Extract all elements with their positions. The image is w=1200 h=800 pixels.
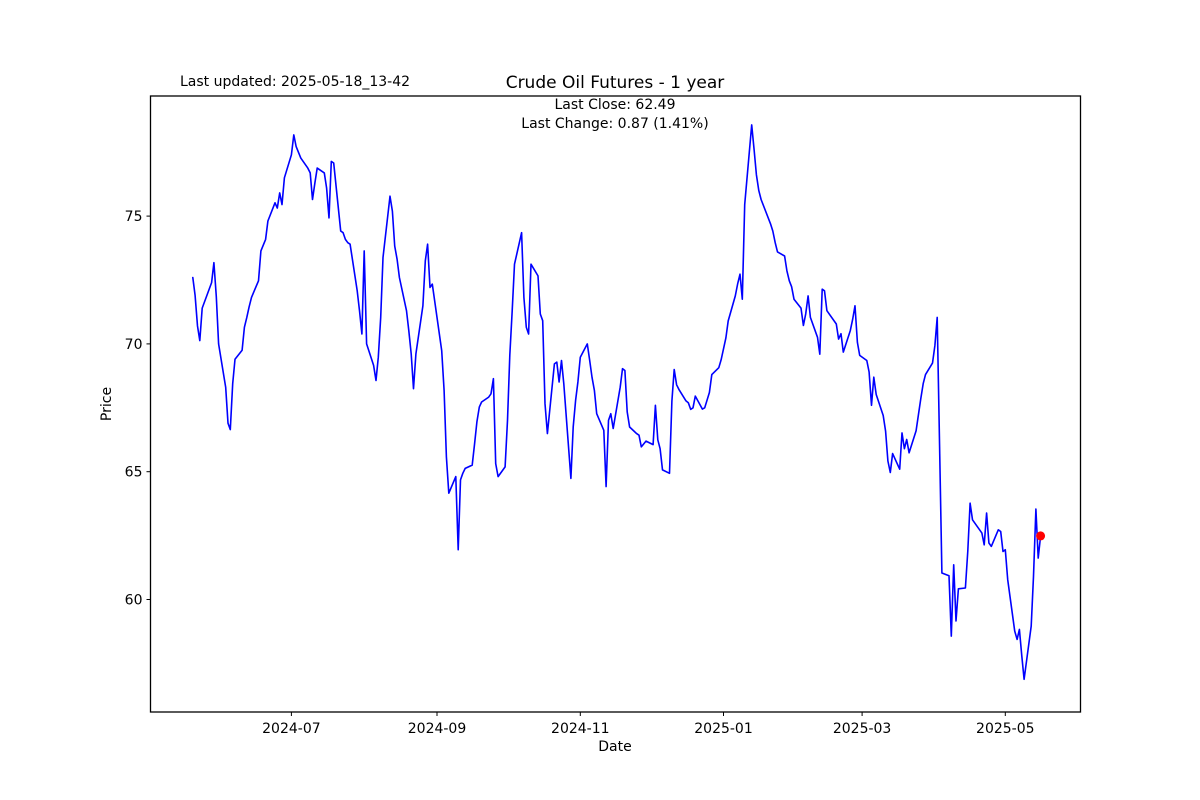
svg-text:65: 65 bbox=[125, 465, 143, 481]
svg-text:2025-03: 2025-03 bbox=[833, 721, 892, 737]
svg-text:2024-07: 2024-07 bbox=[262, 721, 321, 737]
x-axis-label: Date bbox=[598, 739, 632, 755]
svg-text:2025-05: 2025-05 bbox=[976, 721, 1035, 737]
last-price-marker bbox=[1036, 531, 1046, 541]
x-tick-labels: 2024-07 2024-09 2024-11 2025-01 2025-03 2025-… bbox=[262, 721, 1034, 737]
svg-text:2024-11: 2024-11 bbox=[551, 721, 610, 737]
y-tick-labels: 60 65 70 75 bbox=[125, 209, 143, 608]
last-change-annotation: Last Change: 0.87 (1.41%) bbox=[521, 116, 709, 132]
axis-ticks bbox=[146, 215, 1006, 716]
last-updated-label: Last updated: 2025-05-18_13-42 bbox=[180, 74, 411, 90]
chart-title: Crude Oil Futures - 1 year bbox=[505, 73, 725, 93]
svg-text:2024-09: 2024-09 bbox=[408, 721, 467, 737]
svg-text:75: 75 bbox=[125, 209, 143, 225]
svg-text:70: 70 bbox=[125, 337, 143, 353]
svg-text:2025-01: 2025-01 bbox=[694, 721, 753, 737]
last-close-annotation: Last Close: 62.49 bbox=[554, 97, 676, 113]
plot-frame bbox=[149, 95, 1082, 713]
svg-text:60: 60 bbox=[125, 593, 143, 609]
price-line bbox=[192, 124, 1042, 681]
